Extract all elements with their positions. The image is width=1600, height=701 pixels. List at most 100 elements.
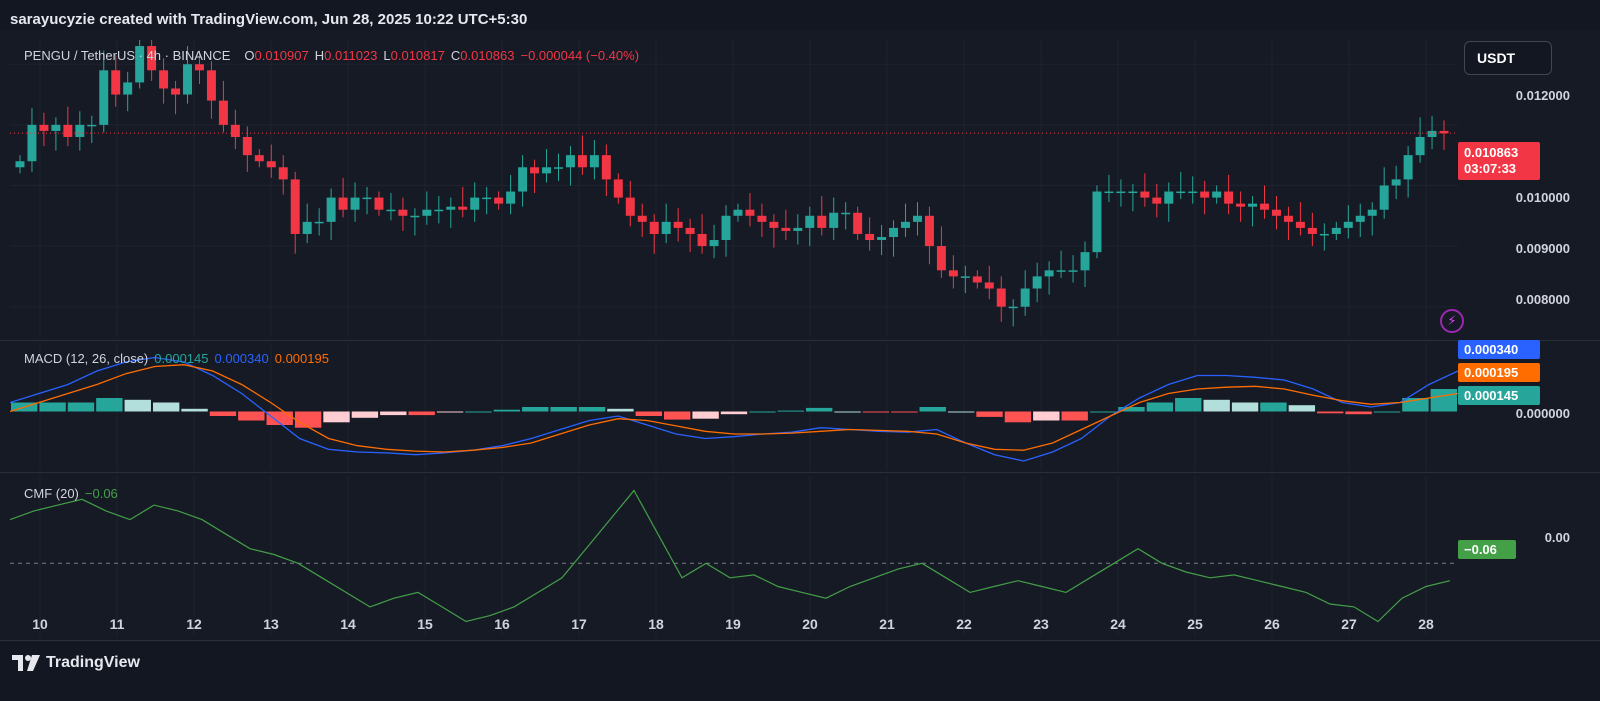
candle-body[interactable] [542,167,551,174]
candle-body[interactable] [99,70,109,125]
candle-body[interactable] [972,276,982,283]
candle-body[interactable] [1367,209,1377,216]
candle-body[interactable] [1260,203,1269,210]
candle-body[interactable] [446,206,456,210]
candle-body[interactable] [889,227,899,237]
candle-body[interactable] [1307,227,1317,234]
candle-body[interactable] [147,46,157,71]
symbol-title[interactable]: PENGU / TetherUS · 4h · BINANCE [24,48,231,63]
candle-body[interactable] [266,161,276,168]
candle-body[interactable] [745,209,755,216]
candle-body[interactable] [230,124,240,137]
candle-body[interactable] [374,197,384,210]
lightning-icon[interactable]: ⚡ [1440,309,1464,333]
candle-body[interactable] [1343,221,1353,228]
candle-body[interactable] [1188,191,1198,194]
candle-body[interactable] [195,64,204,71]
candle-body[interactable] [314,221,324,224]
candle-body[interactable] [458,206,468,210]
candle-body[interactable] [1092,191,1102,253]
candle-body[interactable] [338,197,348,210]
candle-body[interactable] [1212,191,1222,198]
candle-body[interactable] [913,215,922,222]
candle-body[interactable] [649,221,659,234]
candle-body[interactable] [1439,130,1449,134]
candle-body[interactable] [601,155,611,180]
candle-body[interactable] [613,179,623,198]
candle-body[interactable] [709,240,719,247]
candle-body[interactable] [865,233,875,241]
candle-body[interactable] [625,197,635,216]
candle-body[interactable] [51,124,61,131]
candle-body[interactable] [422,209,432,216]
candle-body[interactable] [661,221,671,234]
candle-body[interactable] [1331,227,1341,234]
candle-body[interactable] [781,227,791,231]
candle-body[interactable] [1128,191,1138,194]
candle-body[interactable] [135,46,145,83]
candle-body[interactable] [577,155,587,168]
candle-body[interactable] [254,155,264,162]
candle-body[interactable] [565,155,575,168]
candle-body[interactable] [924,215,934,247]
candle-body[interactable] [470,197,480,210]
macd-title[interactable]: MACD (12, 26, close) [24,351,149,366]
candle-body[interactable] [1248,203,1258,207]
pane-separator-2[interactable] [0,472,1600,473]
candle-body[interactable] [1068,270,1078,272]
candle-body[interactable] [63,124,73,137]
candle-body[interactable] [829,212,839,228]
candle-body[interactable] [721,215,731,241]
candle-body[interactable] [15,161,25,168]
candle-body[interactable] [218,100,228,125]
candle-body[interactable] [506,191,516,204]
candle-body[interactable] [302,221,312,234]
candle-body[interactable] [1152,197,1162,204]
tradingview-logo[interactable]: TradingView [12,654,140,672]
candle-body[interactable] [530,167,540,174]
candle-body[interactable] [111,70,121,95]
pane-separator-1[interactable] [0,340,1600,341]
candle-body[interactable] [494,197,504,204]
candle-body[interactable] [1200,191,1210,198]
candle-body[interactable] [1391,179,1401,186]
candle-body[interactable] [518,167,528,192]
candle-body[interactable] [1056,270,1066,272]
candle-body[interactable] [1427,130,1437,137]
candle-body[interactable] [877,236,887,241]
candle-body[interactable] [1319,233,1329,236]
candle-body[interactable] [1104,191,1114,194]
candle-body[interactable] [1008,306,1018,309]
candle-body[interactable] [1164,191,1174,204]
candle-body[interactable] [123,82,133,95]
candle-body[interactable] [183,64,192,95]
candle-body[interactable] [1403,155,1413,180]
candle-body[interactable] [242,136,252,156]
price-panel[interactable] [10,40,1458,337]
candle-body[interactable] [278,167,288,180]
candle-body[interactable] [290,179,300,234]
candle-body[interactable] [1415,136,1425,156]
candle-body[interactable] [948,270,958,277]
candle-body[interactable] [554,167,563,169]
candle-body[interactable] [1295,221,1305,228]
candle-body[interactable] [1116,191,1126,194]
candle-body[interactable] [1176,191,1186,194]
candle-body[interactable] [1283,215,1293,222]
candle-body[interactable] [39,124,49,131]
candle-body[interactable] [171,88,181,95]
candle-body[interactable] [1080,252,1090,271]
candle-body[interactable] [206,70,216,101]
candle-body[interactable] [1224,191,1234,204]
candle-body[interactable] [805,215,815,228]
currency-button[interactable]: USDT [1464,41,1552,75]
candle-body[interactable] [326,197,336,222]
candle-body[interactable] [1032,276,1042,289]
candle-body[interactable] [27,124,37,162]
candle-body[interactable] [589,155,599,168]
candle-body[interactable] [434,209,444,212]
candle-body[interactable] [1272,209,1281,216]
candle-body[interactable] [410,215,420,218]
candle-body[interactable] [793,227,803,231]
candle-body[interactable] [1236,203,1246,207]
